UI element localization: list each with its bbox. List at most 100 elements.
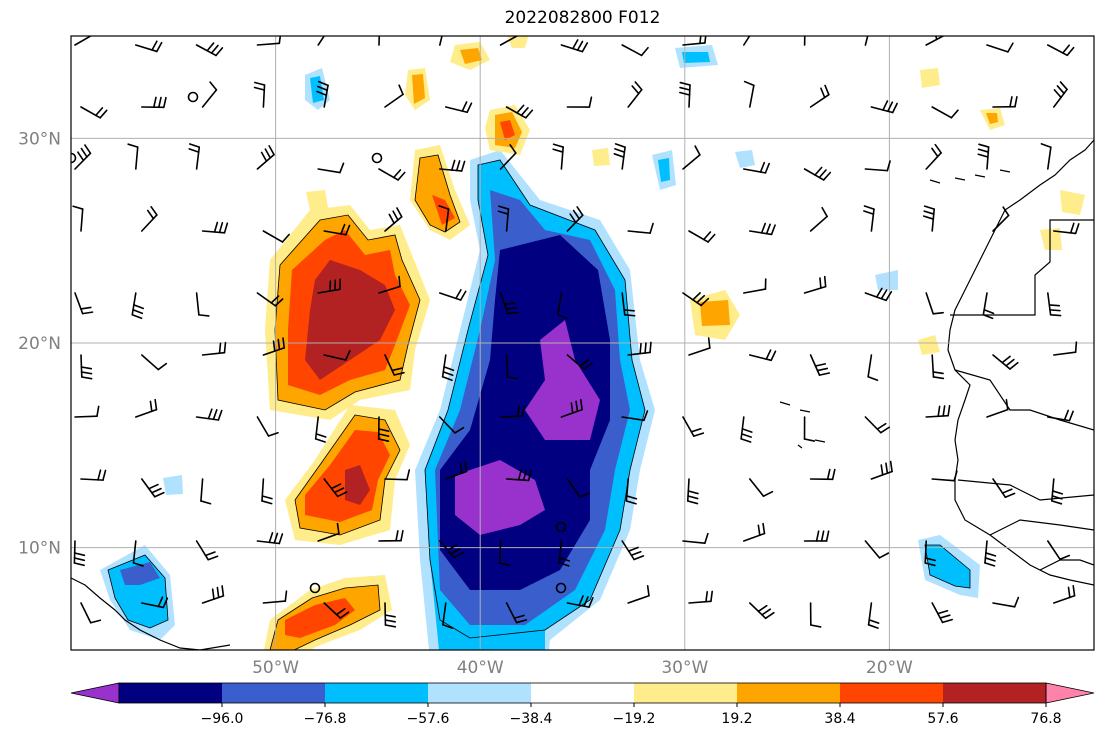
wind-barb: [505, 602, 528, 624]
positive-anomaly-strip-core: [432, 195, 455, 225]
small-cool-blob-1-outline: [107, 554, 169, 629]
wind-barb: [141, 205, 158, 232]
wind-barb: [931, 602, 953, 624]
colorbar-extend-max: [1045, 682, 1095, 704]
wind-barb: [1053, 584, 1076, 604]
wind-barb: [499, 292, 519, 315]
wind-barb: [627, 222, 654, 234]
colorbar-segment-3: [428, 683, 532, 703]
wind-barb: [621, 44, 649, 57]
wind-barb: [566, 96, 593, 108]
wind-barb: [679, 81, 691, 108]
wind-barb: [438, 288, 467, 301]
wind-barb: [74, 292, 94, 315]
wind-barb: [323, 602, 350, 619]
small-cool-blob-2-outline: [924, 544, 971, 589]
wind-barb: [195, 408, 223, 421]
wind-barb: [931, 354, 945, 380]
wind-barb: [621, 540, 645, 561]
wind-barb: [135, 40, 163, 53]
wind-barb: [195, 292, 210, 317]
wind-barb: [127, 143, 139, 170]
colorbar-segment-0: [119, 683, 223, 703]
wind-barb: [743, 80, 755, 108]
wind-barb: [688, 590, 714, 604]
colorbar-segment-7: [840, 683, 944, 703]
wind-barb: [256, 145, 275, 170]
small-cool-blob-1-core: [120, 562, 160, 585]
wind-barb: [748, 222, 776, 236]
wind-barb: [499, 144, 517, 170]
colorbar-segment-6: [737, 683, 841, 703]
wind-barb: [864, 416, 891, 434]
wind-barb: [378, 168, 406, 181]
wind-barb: [992, 206, 1010, 232]
wind-barb: [748, 349, 777, 362]
wind-barb: [867, 354, 879, 382]
wind-barb: [378, 275, 401, 294]
wind-barb: [80, 354, 93, 380]
lat-label-1: 20°N: [18, 334, 61, 354]
negative-anomaly-core-south: [455, 460, 545, 535]
cape-verde-islands: [779, 401, 826, 449]
wind-barb: [809, 354, 831, 376]
wind-barb: [925, 404, 951, 418]
mauritania-border: [954, 369, 1094, 431]
lat-label-0: 30°N: [18, 129, 61, 149]
wind-barb: [982, 292, 995, 320]
colorbar-extend-min: [70, 682, 120, 704]
wind-barb: [141, 354, 168, 371]
wind-barb: [256, 532, 284, 545]
wind-barb: [682, 36, 707, 46]
longitude-labels: 50°W 40°W 30°W 20°W: [252, 658, 913, 678]
wind-barb: [256, 36, 282, 46]
wind-barb: [1040, 143, 1052, 170]
canary-islands: [929, 169, 1011, 184]
small-cool-blob-2-inner: [925, 545, 970, 588]
wind-barb: [621, 292, 636, 317]
wind-barb: [742, 36, 751, 46]
wind-barb: [253, 81, 266, 108]
positive-anomaly-strip-outline: [414, 154, 461, 233]
wind-barb: [742, 522, 766, 542]
wind-barb: [195, 42, 224, 57]
wind-barb: [262, 230, 290, 243]
wind-barb: [1053, 81, 1068, 108]
colorbar-tick-label-0: −96.0: [201, 711, 244, 727]
wind-barb: [864, 287, 893, 302]
wind-barb: [317, 36, 326, 46]
wind-barb: [201, 221, 229, 234]
wind-barb: [200, 478, 212, 505]
wind-barb: [201, 585, 225, 604]
wind-barb: [378, 36, 381, 46]
lon-label-3: 20°W: [866, 658, 913, 678]
wind-barb: [566, 354, 593, 371]
wind-barb: [870, 100, 898, 114]
wind-barb: [1047, 409, 1074, 422]
wind-barb: [323, 223, 351, 236]
wind-barb: [141, 96, 167, 109]
wind-barb: [377, 416, 390, 442]
wind-barb: [438, 159, 466, 172]
wind-barb: [803, 530, 830, 542]
wind-barb: [201, 81, 218, 108]
wind-barb: [560, 398, 583, 418]
wind-barb: [748, 602, 775, 620]
wind-barb: [314, 416, 327, 443]
wind-barb: [992, 478, 1016, 499]
map-frame: [70, 35, 1095, 651]
small-warm-blob-6-inner: [986, 113, 998, 124]
wind-barb: [566, 595, 594, 608]
wind-barb: [442, 602, 454, 629]
wind-barb: [317, 522, 340, 542]
wind-barb: [74, 144, 92, 170]
wind-barb: [444, 101, 473, 114]
wind-barb: [317, 278, 342, 294]
wind-barb: [384, 602, 397, 628]
small-warm-blob-3-inner: [412, 74, 425, 104]
wind-barb: [438, 36, 443, 46]
positive-anomaly-north-core: [305, 260, 395, 380]
wind-barb: [378, 530, 404, 542]
wind-barb: [262, 590, 288, 604]
wind-barb: [141, 596, 169, 609]
